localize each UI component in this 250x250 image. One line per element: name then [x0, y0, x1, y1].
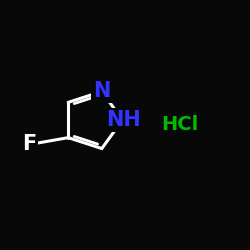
- Text: N: N: [93, 82, 110, 102]
- Text: NH: NH: [106, 110, 141, 130]
- Text: HCl: HCl: [162, 116, 198, 134]
- Text: F: F: [22, 134, 36, 154]
